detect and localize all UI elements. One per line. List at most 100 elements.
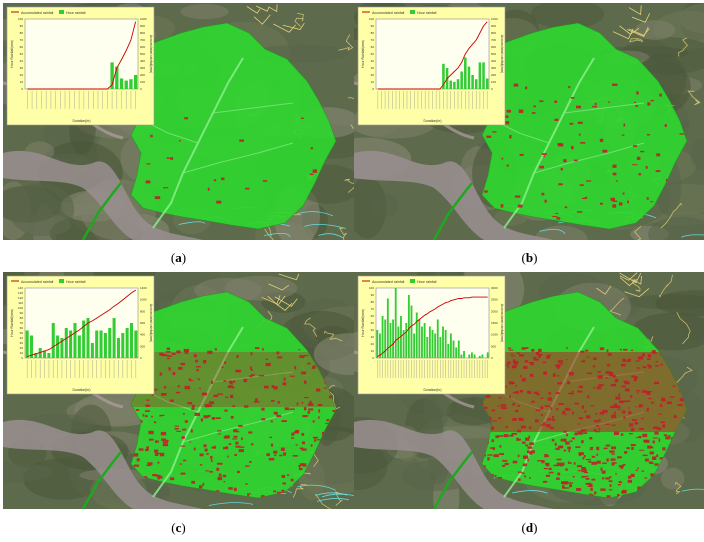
landslide-patch [658,438,661,442]
contour-line [338,34,354,51]
right-tick-label: 2000 [491,309,498,313]
rain-bar [103,333,107,358]
landslide-patch [318,409,321,413]
landslide-patch [207,187,210,191]
landslide-patch [563,438,567,442]
landslide-patch [668,435,672,437]
landslide-patch [301,448,307,451]
rain-bar [482,62,485,89]
landslide-patch [204,448,208,452]
x-tick-label [92,360,93,378]
left-tick-label: 40 [20,59,24,63]
landslide-patch [486,135,492,138]
landslide-patch [492,131,497,133]
landslide-patch [605,477,610,480]
landslide-patch [151,393,154,396]
landslide-patch [585,349,589,352]
contour-line [268,4,278,13]
landslide-patch [144,415,148,418]
stream-line [321,493,354,498]
landslide-patch [517,438,521,441]
landslide-patch [659,457,665,460]
river-bed [354,150,554,240]
landslide-patch [223,481,226,483]
landslide-patch [239,446,245,448]
rain-bar [86,318,90,358]
rain-bar [478,62,482,89]
landslide-patch [577,121,583,124]
right-tick-label: 1000 [140,17,147,21]
landslide-patch [133,464,139,467]
landslide-patch [261,418,266,421]
landslide-patch [174,425,179,427]
landslide-patch [581,197,587,200]
legend-bar-swatch [59,279,64,283]
landslide-patch [304,380,307,384]
landslide-patch [310,147,313,150]
left-tick-label: 20 [20,73,24,77]
left-tick-label: 60 [371,314,375,318]
rain-bar [415,312,418,358]
landslide-patch [136,458,140,462]
landslide-patch [508,434,514,437]
landslide-patch [584,196,588,199]
rain-bar [389,323,392,358]
landslide-patch [665,436,671,440]
accumulated-line [27,21,137,90]
left-tick-label: 90 [20,24,24,28]
landslide-patch [589,437,593,440]
contour-line [678,37,688,57]
x-tick-label [87,360,89,378]
landslide-patch [588,483,593,488]
right-axis-label: Accumulated rainfall(mm) [149,304,153,342]
landslide-patch [566,347,568,349]
rain-bar [134,330,138,358]
landslide-patch [493,454,499,458]
contour-line [273,23,296,33]
left-tick-label: 60 [371,45,375,49]
landslide-patch [525,347,529,349]
landslide-patch [524,86,528,90]
landslide-patch [494,475,497,478]
right-tick-label: 3000 [491,286,498,290]
landslide-patch [299,355,305,358]
x-tick-label [403,360,404,378]
landslide-patch [279,454,283,457]
landslide-patch [600,202,603,205]
contour-line [304,317,318,337]
landslide-patch [208,404,212,407]
landslide-patch [560,464,562,467]
landslide-patch [263,385,269,389]
landslide-patch [525,437,530,441]
landslide-patch [585,477,590,480]
landslide-patch [273,490,277,493]
x-tick-label [450,91,452,109]
landslide-patch [223,380,227,382]
landslide-patch [636,91,639,95]
terrain-patch [634,20,676,40]
x-tick-label [432,91,433,109]
landslide-patch [227,455,229,458]
landslide-patch [531,112,536,114]
landslide-patch [181,436,185,439]
x-axis-label: Duration(hr) [72,388,90,392]
landslide-patch [552,215,558,218]
landslide-patch [555,477,560,480]
x-tick-label [439,91,441,109]
rain-bar [38,348,42,358]
x-tick-label [57,360,58,378]
landslide-patch [249,366,252,370]
x-tick-label [64,91,66,109]
contour-line [294,12,304,27]
x-tick-label [405,360,407,378]
right-tick-label: 200 [140,73,145,77]
right-tick-label: 800 [491,31,496,35]
landslide-patch [580,453,584,455]
landslide-patch [646,197,649,200]
landslide-patch [174,428,179,430]
stream-line [539,229,566,235]
landslide-patch [623,348,628,351]
rain-bar [124,80,128,89]
landslide-patch [147,462,153,465]
landslide-patch [169,477,175,481]
